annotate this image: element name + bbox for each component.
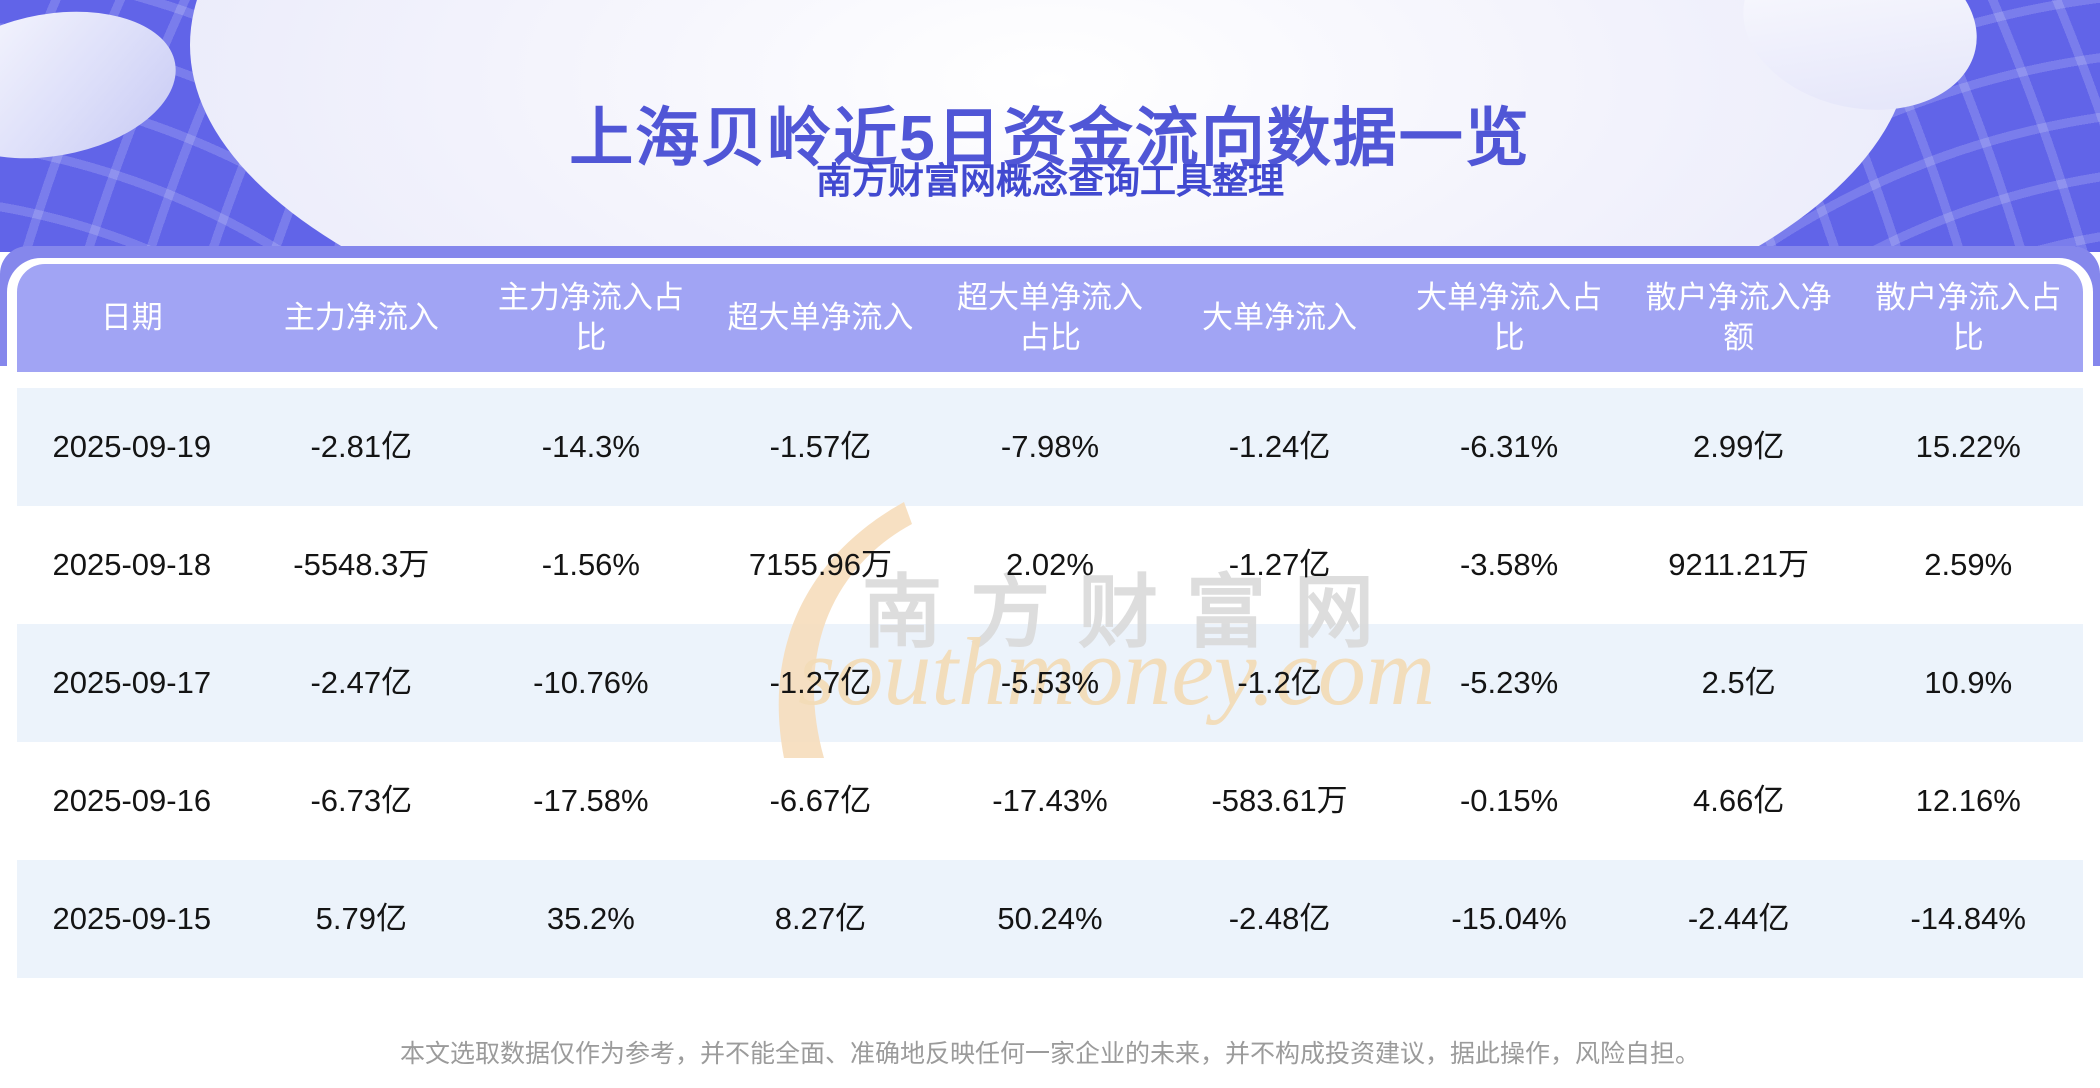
table-header-row: 日期 主力净流入 主力净流入占比 超大单净流入 超大单净流入占比 大单净流入 大单净流入占比… — [17, 264, 2083, 372]
value-cell: -2.44亿 — [1687, 900, 1790, 936]
date-cell: 2025-09-18 — [52, 546, 212, 582]
value-cell: 4.66亿 — [1692, 782, 1785, 818]
value-cell: 15.22% — [1915, 428, 2021, 464]
banner-decoration — [0, 0, 2100, 252]
value-cell: -1.27亿 — [1228, 546, 1331, 582]
page-title: 上海贝岭近5日资金流向数据一览 — [569, 101, 1531, 174]
value-cell: 2.5亿 — [1701, 664, 1776, 700]
value-cell: -5548.3万 — [293, 546, 430, 582]
value-cell: -6.67亿 — [769, 782, 872, 818]
column-header-5: 大单净流入 — [1202, 299, 1358, 335]
value-cell: -1.2亿 — [1237, 664, 1322, 700]
value-cell: -583.61万 — [1211, 782, 1348, 818]
table-body: 2025-09-19 -2.81亿 -14.3% -1.57亿 -7.98% -1.24亿… — [17, 388, 2083, 978]
value-cell: -15.04% — [1451, 900, 1567, 936]
value-cell: 10.9% — [1924, 664, 2013, 700]
page-subtitle: 南方财富网概念查询工具整理 — [815, 160, 1284, 201]
date-cell: 2025-09-16 — [52, 782, 212, 818]
value-cell: 5.79亿 — [315, 900, 407, 936]
value-cell: -2.48亿 — [1228, 900, 1331, 936]
table-row: 2025-09-16 -6.73亿 -17.58% -6.67亿 -17.43% -583… — [17, 742, 2083, 860]
table-row: 2025-09-15 5.79亿 35.2% 8.27亿 50.24% -2.48亿 -15… — [17, 860, 2083, 978]
value-cell: -5.23% — [1459, 664, 1559, 700]
value-cell: -1.24亿 — [1228, 428, 1331, 464]
value-cell: 2.02% — [1006, 546, 1094, 582]
date-cell: 2025-09-17 — [52, 664, 212, 700]
value-cell: -3.58% — [1459, 546, 1559, 582]
column-header-7: 散户净流入净额 — [1645, 279, 1832, 355]
value-cell: -0.15% — [1459, 782, 1559, 818]
value-cell: 8.27亿 — [774, 900, 867, 936]
column-header-8: 散户净流入占比 — [1875, 279, 2062, 355]
value-cell: 9211.21万 — [1668, 546, 1810, 582]
column-header-0: 日期 — [100, 299, 163, 335]
value-cell: 12.16% — [1915, 782, 2021, 818]
table-row: 2025-09-19 -2.81亿 -14.3% -1.57亿 -7.98% -1.24亿… — [17, 388, 2083, 506]
column-header-2: 主力净流入占比 — [497, 279, 684, 355]
value-cell: -2.81亿 — [310, 428, 413, 464]
value-cell: -1.57亿 — [769, 428, 872, 464]
date-cell: 2025-09-19 — [52, 428, 212, 464]
value-cell: -2.47亿 — [310, 664, 413, 700]
value-cell: 2.59% — [1924, 546, 2013, 582]
fund-flow-table: 日期 主力净流入 主力净流入占比 超大单净流入 超大单净流入占比 大单净流入 大单净流入占比… — [17, 264, 2083, 978]
table-header-gap — [17, 372, 2083, 388]
value-cell: -14.84% — [1910, 900, 2026, 936]
disclaimer-text: 本文选取数据仅作为参考，并不能全面、准确地反映任何一家企业的未来，并不构成投资建… — [399, 1040, 1700, 1068]
banner-center-blob — [190, 0, 1910, 252]
value-cell: -1.56% — [541, 546, 640, 582]
value-cell: 35.2% — [546, 900, 635, 936]
column-header-4: 超大单净流入占比 — [956, 279, 1143, 355]
value-cell: -6.73亿 — [310, 782, 413, 818]
value-cell: -17.58% — [533, 782, 649, 818]
table-row: 2025-09-17 -2.47亿 -10.76% -1.27亿 -5.53% -1.2亿… — [17, 624, 2083, 742]
table-row: 2025-09-18 -5548.3万 -1.56% 7155.96万 2.02% -1.… — [17, 506, 2083, 624]
value-cell: -14.3% — [541, 428, 640, 464]
value-cell: -7.98% — [1000, 428, 1100, 464]
value-cell: -5.53% — [1000, 664, 1100, 700]
value-cell: 50.24% — [997, 900, 1103, 936]
value-cell: 7155.96万 — [748, 546, 892, 582]
column-header-1: 主力净流入 — [283, 299, 439, 335]
date-cell: 2025-09-15 — [52, 900, 212, 936]
column-header-6: 大单净流入占比 — [1416, 279, 1603, 355]
column-header-3: 超大单净流入 — [727, 299, 914, 335]
value-cell: -17.43% — [992, 782, 1108, 818]
value-cell: 2.99亿 — [1692, 428, 1785, 464]
value-cell: -6.31% — [1459, 428, 1559, 464]
value-cell: -10.76% — [533, 664, 649, 700]
value-cell: -1.27亿 — [769, 664, 872, 700]
